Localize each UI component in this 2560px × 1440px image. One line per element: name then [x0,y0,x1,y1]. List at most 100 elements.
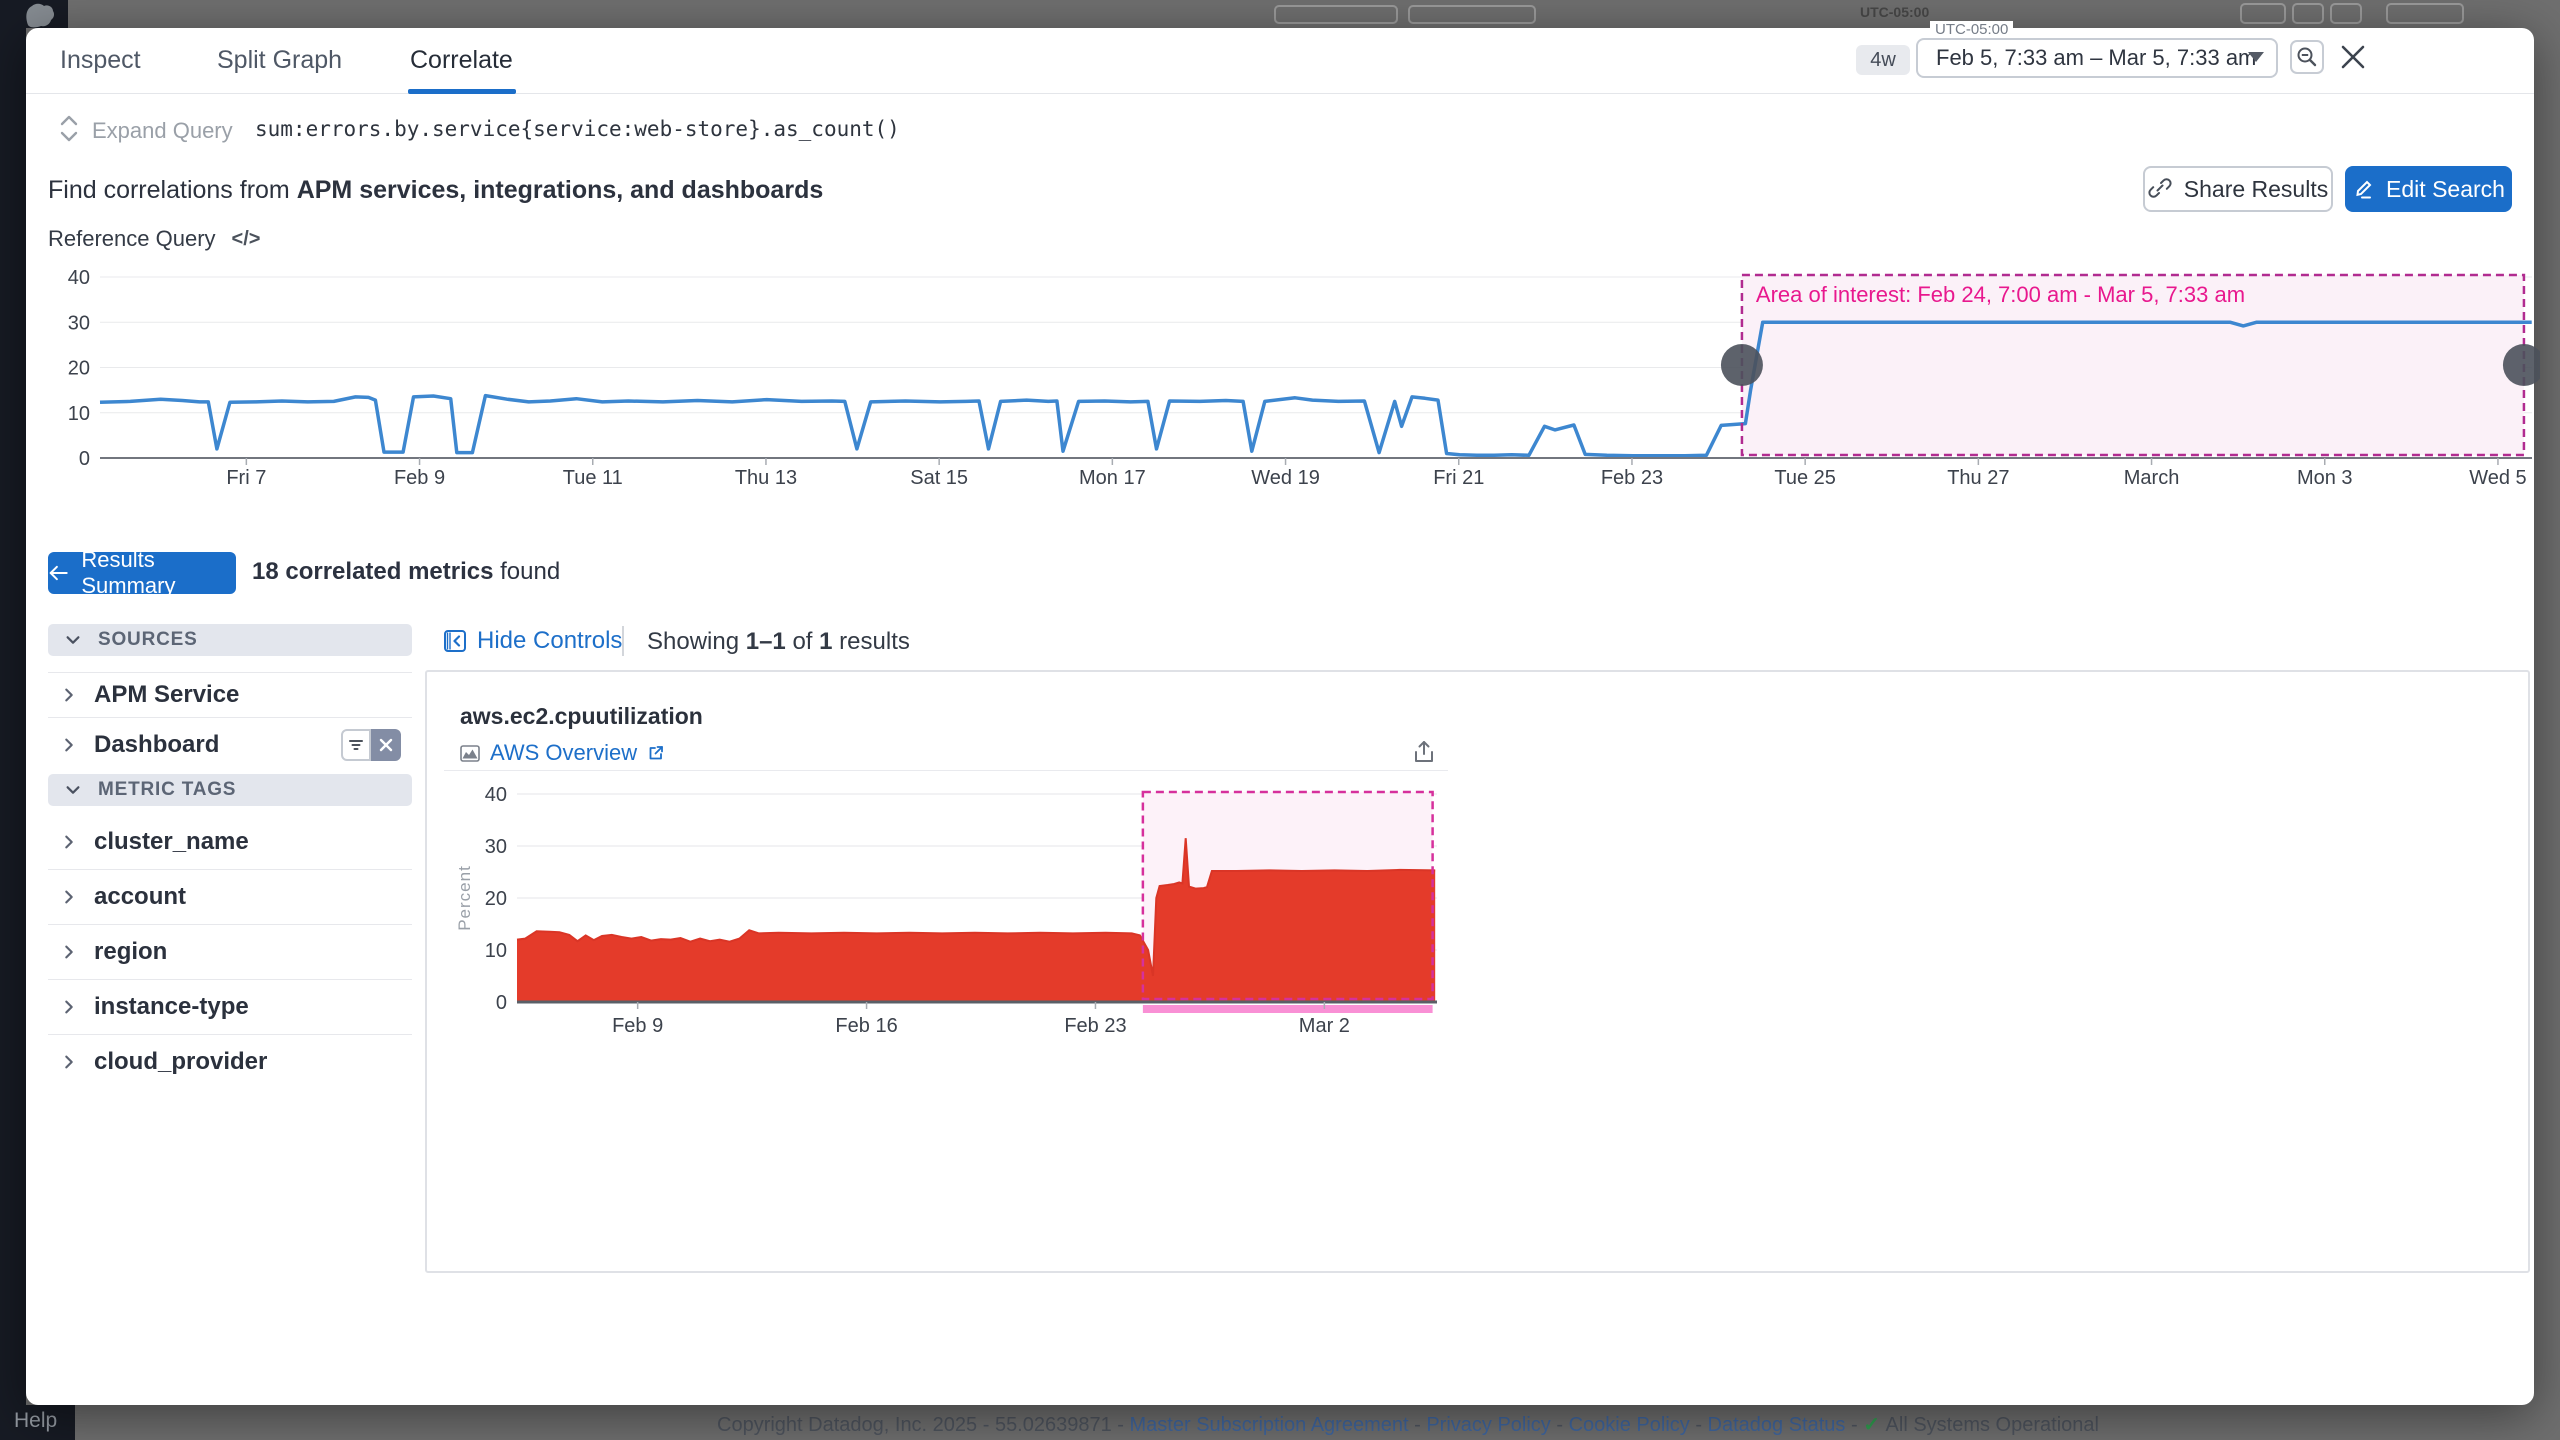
dimmed-background-control [1408,5,1536,24]
sidebar-item-dashboard[interactable]: Dashboard [48,728,412,762]
tab-correlate[interactable]: Correlate [410,46,513,74]
sidebar-item-account[interactable]: account [48,880,412,914]
chevron-right-icon [65,890,73,904]
expand-query-button[interactable]: Expand Query [92,118,233,143]
results-showing-text: Showing 1–1 of 1 results [647,628,910,655]
dashboard-filter-button[interactable] [341,729,371,761]
background-utc-label: UTC-05:00 [1860,4,1930,20]
active-tab-underline [408,89,516,94]
svg-text:Mar 2: Mar 2 [1299,1015,1350,1037]
metric-card-chart[interactable]: 0 10 20 30 40 Feb 9 Feb 16 Feb 23 Mar 2 Percent [440,777,1460,1045]
divider [48,1034,412,1035]
sidebar-item-cluster-name[interactable]: cluster_name [48,825,412,859]
edit-search-button[interactable]: Edit Search [2345,166,2512,212]
sidebar-section-sources[interactable]: SOURCES [48,624,412,656]
svg-text:40: 40 [68,267,90,289]
svg-text:Fri 21: Fri 21 [1433,467,1484,489]
sidebar-item-cloud-provider[interactable]: cloud_provider [48,1045,412,1079]
dashboard-link[interactable]: AWS Overview [490,740,638,765]
footer-copyright: Copyright Datadog, Inc. 2025 - 55.026398… [717,1414,1112,1436]
dimmed-background-control [2386,3,2464,24]
footer-link-msa[interactable]: Master Subscription Agreement [1129,1414,1409,1436]
background-nav-top [0,0,68,28]
dimmed-background-control [1274,5,1398,24]
svg-text:10: 10 [485,940,507,962]
chevron-right-icon [65,738,73,752]
code-icon[interactable]: </> [231,227,261,250]
chevron-right-icon [65,1055,73,1069]
tab-inspect[interactable]: Inspect [60,46,141,74]
zoom-out-icon [2297,47,2317,67]
back-arrow-icon [49,565,68,581]
svg-text:Fri 7: Fri 7 [226,467,266,489]
divider [48,717,412,718]
svg-text:20: 20 [68,358,90,380]
divider [622,626,624,656]
reference-query-label: Reference Query [48,226,216,251]
svg-text:Thu 13: Thu 13 [735,467,797,489]
footer: Copyright Datadog, Inc. 2025 - 55.026398… [717,1414,2099,1436]
modal-close-button[interactable] [2338,42,2368,72]
results-summary-button[interactable]: Results Summary [48,547,236,598]
timezone-label: UTC-05:00 [1930,21,2014,38]
expand-query-icon[interactable] [58,114,80,144]
dimmed-background-control [2240,3,2286,24]
dimmed-background-control [2330,3,2362,24]
chevron-down-icon [66,636,80,644]
footer-link-cookie[interactable]: Cookie Policy [1568,1414,1690,1436]
external-link-icon[interactable] [647,744,665,762]
svg-text:Mon 3: Mon 3 [2297,467,2353,489]
time-range-value[interactable]: Feb 5, 7:33 am – Mar 5, 7:33 am [1936,45,2257,70]
export-button[interactable] [1410,738,1438,766]
svg-text:20: 20 [485,888,507,910]
divider [48,979,412,980]
filter-icon [349,740,363,750]
divider [48,924,412,925]
svg-text:Wed 5: Wed 5 [2469,467,2526,489]
svg-text:Thu 27: Thu 27 [1947,467,2009,489]
share-results-button[interactable]: Share Results [2143,166,2333,212]
background-nav-strip [0,28,26,1405]
svg-text:Percent: Percent [455,865,474,931]
svg-text:Area of interest: Feb 24, 7:00: Area of interest: Feb 24, 7:00 am - Mar … [1756,282,2245,307]
dashboard-clear-filter-button[interactable] [371,729,401,761]
results-count: 18 correlated metrics found [252,558,561,585]
sidebar-section-metric-tags[interactable]: METRIC TAGS [48,774,412,806]
svg-text:Feb 9: Feb 9 [394,467,445,489]
time-zoom-badge[interactable]: 4w [1856,45,1910,75]
svg-text:Feb 16: Feb 16 [835,1015,897,1037]
footer-link-status[interactable]: Datadog Status [1707,1414,1846,1436]
divider [48,869,412,870]
hide-controls-button[interactable]: Hide Controls [443,627,622,655]
svg-text:30: 30 [68,312,90,334]
svg-text:Feb 9: Feb 9 [612,1015,663,1037]
sidebar-item-instance-type[interactable]: instance-type [48,990,412,1024]
tab-split-graph[interactable]: Split Graph [217,46,343,74]
reference-query-chart[interactable]: 0 10 20 30 40 Area of interest: Feb 24, 7:00 … [40,262,2540,502]
chevron-down-icon[interactable] [2248,52,2264,62]
page-title: Find correlations from APM services, int… [48,176,824,204]
divider [444,770,1448,771]
svg-text:10: 10 [68,403,90,425]
chevron-right-icon [65,945,73,959]
zoom-out-button[interactable] [2290,40,2324,74]
chevron-down-icon [66,786,80,794]
time-range-input[interactable] [1916,38,2278,78]
edit-pencil-icon [2356,180,2372,199]
footer-link-privacy[interactable]: Privacy Policy [1426,1414,1551,1436]
sidebar-item-region[interactable]: region [48,935,412,969]
query-text: sum:errors.by.service{service:web-store}… [255,117,900,141]
checkmark-icon: ✓ [1863,1414,1886,1436]
help-button[interactable]: Help [14,1409,58,1432]
sidebar-item-apm-service[interactable]: APM Service [48,678,412,712]
share-link-icon [2148,178,2172,198]
svg-text:0: 0 [79,448,90,470]
svg-text:0: 0 [496,992,507,1014]
chevron-right-icon [65,1000,73,1014]
metric-card-dashboard-row: AWS Overview [460,740,665,766]
area-chart-icon [460,744,480,762]
footer-status-text: All Systems Operational [1885,1414,2099,1436]
dimmed-background-control [2292,3,2324,24]
svg-text:Sat 15: Sat 15 [910,467,968,489]
background-nav-bottom: Help [0,1405,75,1440]
